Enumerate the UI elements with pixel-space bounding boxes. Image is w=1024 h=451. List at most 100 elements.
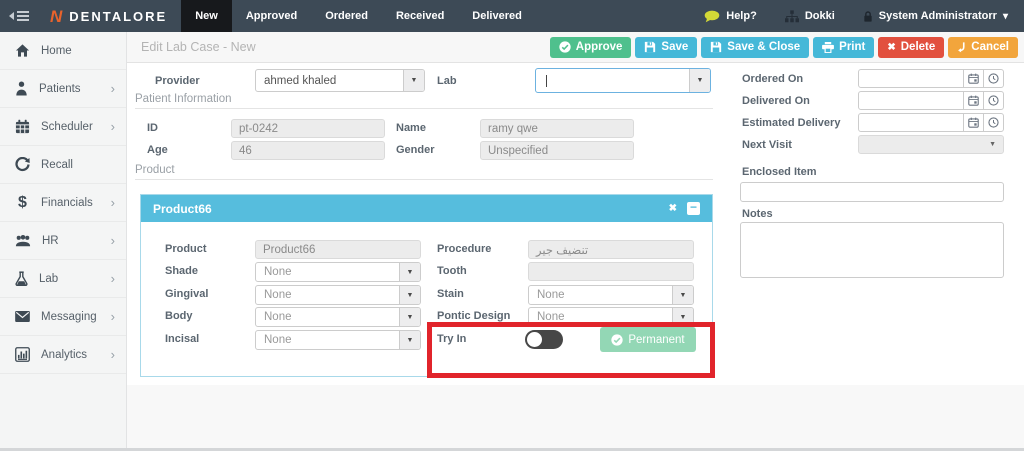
tab-approved[interactable]: Approved xyxy=(245,10,298,22)
dropdown-arrow-icon[interactable]: ▼ xyxy=(403,70,424,91)
help-menu[interactable]: Help? xyxy=(704,10,757,23)
sidebar-item-lab[interactable]: Lab › xyxy=(0,260,126,298)
dropdown-arrow-icon[interactable]: ▼ xyxy=(399,263,420,281)
account-menu[interactable]: Dokki xyxy=(784,9,835,23)
envelope-icon xyxy=(15,311,30,322)
sidebar-item-label: Recall xyxy=(41,158,73,171)
panel-minimize-icon[interactable]: − xyxy=(687,201,700,215)
submenu-chevron-icon: › xyxy=(110,233,115,248)
shade-select[interactable]: None ▼ xyxy=(255,262,421,282)
dropdown-arrow-icon[interactable]: ▼ xyxy=(689,69,710,92)
patient-name-label: Name xyxy=(396,122,426,134)
sidebar-item-messaging[interactable]: Messaging › xyxy=(0,298,126,336)
lab-value xyxy=(536,69,689,92)
undo-arrow-icon xyxy=(958,42,965,53)
dropdown-arrow-icon[interactable]: ▼ xyxy=(672,308,693,326)
sidebar-item-patients[interactable]: Patients › xyxy=(0,70,126,108)
clock-picker-icon[interactable] xyxy=(983,70,1003,87)
dropdown-arrow-icon[interactable]: ▼ xyxy=(399,331,420,349)
sidebar-item-home[interactable]: Home xyxy=(0,32,126,70)
panel-close-icon[interactable]: ✖ xyxy=(668,203,677,214)
calendar-picker-icon[interactable] xyxy=(963,92,983,109)
save-and-close-button[interactable]: Save & Close xyxy=(701,36,810,58)
try-in-toggle[interactable] xyxy=(525,330,563,349)
product-panel-header: Product66 ✖ − xyxy=(141,195,712,222)
sidebar-collapse-button[interactable] xyxy=(0,0,38,32)
permanent-button[interactable]: Permanent xyxy=(600,327,696,352)
stain-label: Stain xyxy=(437,288,464,300)
tab-received[interactable]: Received xyxy=(395,10,445,22)
clock-picker-icon[interactable] xyxy=(983,92,1003,109)
sidebar-item-label: Lab xyxy=(39,272,59,285)
brand-icon: N xyxy=(50,6,63,26)
clock-picker-icon[interactable] xyxy=(983,114,1003,131)
body-select[interactable]: None ▼ xyxy=(255,307,421,327)
product-field: Product66 xyxy=(255,240,421,259)
patient-gender-field: Unspecified xyxy=(480,141,634,160)
sidebar-item-label: Patients xyxy=(39,82,81,95)
dropdown-arrow-icon[interactable]: ▼ xyxy=(672,286,693,304)
sidebar-item-hr[interactable]: HR › xyxy=(0,222,126,260)
estimated-delivery-input[interactable] xyxy=(858,113,1004,132)
patient-name-field: ramy qwe xyxy=(480,119,634,138)
text-cursor xyxy=(546,74,547,87)
product-panel: Product66 ✖ − xyxy=(140,194,713,377)
sidebar-item-financials[interactable]: $ Financials › xyxy=(0,184,126,222)
check-circle-icon xyxy=(559,41,571,53)
group-icon xyxy=(15,234,31,247)
tab-ordered[interactable]: Ordered xyxy=(325,10,368,22)
help-label: Help? xyxy=(726,10,757,22)
next-visit-label: Next Visit xyxy=(742,139,792,151)
provider-select[interactable]: ahmed khaled ▼ xyxy=(255,69,425,92)
person-icon xyxy=(16,81,27,96)
dropdown-arrow-icon[interactable]: ▼ xyxy=(399,308,420,326)
try-in-label: Try In xyxy=(437,333,467,345)
check-circle-icon xyxy=(611,333,624,346)
submenu-chevron-icon: › xyxy=(110,309,115,324)
sidebar-item-scheduler[interactable]: Scheduler › xyxy=(0,108,126,146)
delete-button[interactable]: ✖ Delete xyxy=(878,36,945,58)
toggle-knob xyxy=(527,332,542,347)
stain-select[interactable]: None ▼ xyxy=(528,285,694,305)
cancel-button[interactable]: Cancel xyxy=(948,36,1018,58)
procedure-label: Procedure xyxy=(437,243,492,255)
pontic-design-select[interactable]: None ▼ xyxy=(528,307,694,327)
brand-logo[interactable]: N DENTALORE xyxy=(50,8,167,25)
sidebar-item-label: HR xyxy=(42,234,59,247)
submenu-chevron-icon: › xyxy=(110,195,115,210)
enclosed-item-input[interactable] xyxy=(740,182,1004,202)
caret-left-icon xyxy=(9,12,14,20)
delivered-on-input[interactable] xyxy=(858,91,1004,110)
patient-information-section-label: Patient Information xyxy=(135,93,232,105)
incisal-select[interactable]: None ▼ xyxy=(255,330,421,350)
ordered-on-label: Ordered On xyxy=(742,73,804,85)
sidebar-item-analytics[interactable]: Analytics › xyxy=(0,336,126,374)
procedure-field: تنضيف جير xyxy=(528,240,694,259)
patient-id-field: pt-0242 xyxy=(231,119,385,138)
estimated-delivery-label: Estimated Delivery xyxy=(742,117,841,129)
chevron-down-icon: ▾ xyxy=(1002,10,1008,22)
account-label: Dokki xyxy=(804,10,835,22)
calendar-picker-icon[interactable] xyxy=(963,70,983,87)
sidebar-item-recall[interactable]: Recall xyxy=(0,146,126,184)
submenu-chevron-icon: › xyxy=(110,119,115,134)
user-menu[interactable]: System Administratorr ▾ xyxy=(863,10,1008,23)
approve-button[interactable]: Approve xyxy=(549,36,632,58)
ordered-on-input[interactable] xyxy=(858,69,1004,88)
lab-select[interactable]: ▼ xyxy=(535,68,711,93)
delivered-on-label: Delivered On xyxy=(742,95,810,107)
section-divider xyxy=(135,179,713,180)
tab-new[interactable]: New xyxy=(181,0,232,32)
dropdown-arrow-icon[interactable]: ▼ xyxy=(399,286,420,304)
user-label: System Administratorr xyxy=(878,10,997,22)
notes-textarea[interactable] xyxy=(740,222,1004,278)
dropdown-arrow-icon: ▼ xyxy=(989,141,996,148)
save-button[interactable]: Save xyxy=(635,36,698,58)
printer-icon xyxy=(822,41,835,53)
calendar-picker-icon[interactable] xyxy=(963,114,983,131)
tab-delivered[interactable]: Delivered xyxy=(472,10,522,22)
gingival-select[interactable]: None ▼ xyxy=(255,285,421,305)
print-button[interactable]: Print xyxy=(813,36,875,58)
sidebar-item-label: Messaging xyxy=(41,310,97,323)
hamburger-icon xyxy=(17,11,29,21)
